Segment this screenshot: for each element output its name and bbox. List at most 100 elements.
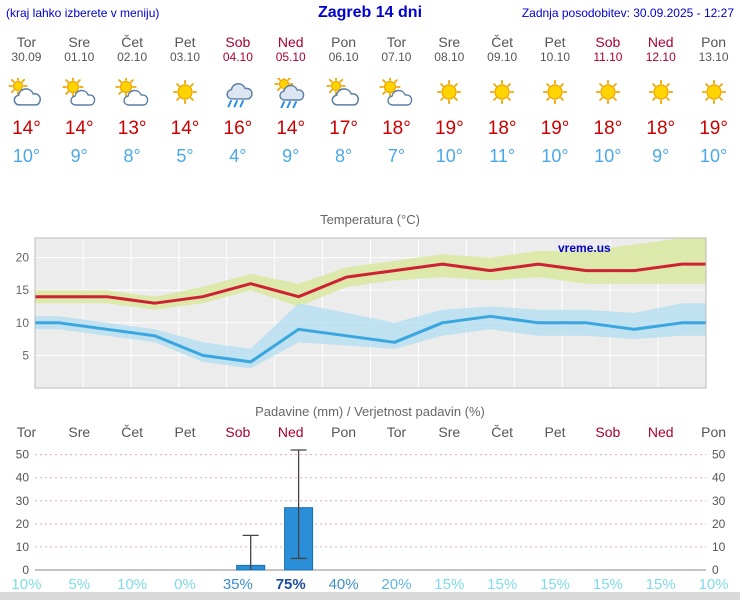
day-date-label: 30.09 — [11, 50, 42, 64]
precip-chart-title: Padavine (mm) / Verjetnost padavin (%) — [255, 404, 485, 419]
cloud-icon — [325, 78, 359, 106]
day-name-label: Ned — [647, 34, 674, 50]
precip-prob-label: 15% — [487, 576, 518, 593]
forecast-day: Sre 08.10 19° 10° — [423, 28, 476, 178]
day-name-label: Ned — [277, 34, 304, 50]
forecast-day: Pet 10.10 19° 10° — [529, 28, 582, 178]
day-date-label: 07.10 — [381, 50, 412, 64]
sun-icon — [490, 79, 515, 105]
footer-bar — [0, 592, 740, 600]
svg-text:20: 20 — [712, 517, 726, 531]
tmin-label: 11° — [489, 146, 516, 166]
day-name-label: Čet — [121, 34, 144, 50]
day-name-label: Tor — [386, 34, 407, 50]
forecast-day: Ned 05.10 14° 9° — [264, 28, 317, 178]
precip-prob-label: 10% — [117, 576, 148, 593]
forecast-day: Sre 01.10 14° 9° — [53, 28, 106, 178]
svg-text:10: 10 — [16, 316, 30, 330]
day-name-label: Čet — [491, 34, 514, 50]
precip-day-label: Sre — [438, 424, 461, 440]
forecast-day: Tor 30.09 14° 10° — [0, 28, 53, 178]
day-date-label: 05.10 — [275, 50, 306, 64]
tmax-label: 14° — [12, 118, 41, 139]
precip-day-labels: Tor Sre Čet Pet Sob Ned Pon Tor Sre Čet Pet Sob Ned P… — [0, 424, 740, 440]
tmin-label: 10° — [12, 146, 41, 166]
svg-text:15: 15 — [16, 283, 30, 297]
precip-day-label: Tor — [16, 424, 37, 440]
svg-text:0: 0 — [712, 563, 719, 577]
day-name-label: Pet — [174, 34, 196, 50]
forecast-day: Pon 13.10 19° 10° — [687, 28, 740, 178]
precip-day-label: Čet — [121, 424, 144, 440]
svg-text:50: 50 — [712, 448, 726, 462]
temperature-chart: 5 10 15 20 vreme.us — [16, 237, 707, 389]
precip-prob-label: 20% — [381, 576, 412, 593]
weather-icon-slot — [264, 78, 317, 108]
temp-line — [35, 262, 706, 305]
precip-day-label: Pet — [174, 424, 196, 440]
menu-hint[interactable]: (kraj lahko izberete v meniju) — [6, 6, 160, 20]
precip-day-label: Pet — [544, 424, 566, 440]
svg-text:20: 20 — [16, 517, 30, 531]
sun-icon — [648, 79, 673, 105]
forecast-day: Čet 09.10 18° 11° — [476, 28, 529, 178]
precip-prob-label: 35% — [222, 576, 253, 593]
temp-band — [35, 303, 706, 369]
sun-icon — [437, 79, 462, 105]
tmax-label: 19° — [434, 118, 464, 139]
svg-text:10: 10 — [712, 540, 726, 554]
tmin-label: 7° — [387, 146, 406, 166]
day-date-label: 02.10 — [117, 50, 148, 64]
tmin-label: 9° — [282, 146, 300, 166]
svg-text:40: 40 — [712, 471, 726, 485]
precip-day-label: Sob — [225, 424, 251, 440]
tmax-label: 14° — [170, 118, 200, 139]
day-date-label: 06.10 — [328, 50, 359, 64]
day-name-label: Sob — [595, 34, 621, 50]
day-date-label: 01.10 — [64, 50, 95, 64]
sun-icon — [701, 79, 726, 105]
tmin-label: 4° — [229, 146, 247, 166]
tmin-label: 10° — [699, 146, 728, 166]
tmin-label: 8° — [123, 146, 141, 166]
rain-icon — [226, 82, 253, 108]
sun-icon — [595, 79, 620, 105]
precip-day-label: Ned — [277, 424, 304, 440]
weather-icon-slot — [159, 78, 212, 108]
forecast-day: Sob 11.10 18° 10° — [581, 28, 634, 178]
svg-text:40: 40 — [16, 471, 30, 485]
tmax-label: 18° — [382, 118, 411, 139]
sun-cloud-icon — [379, 78, 413, 106]
forecast-strip: Tor 30.09 14° 10° Sre 01.10 14° 9° Čet 02.10 13° 8°… — [0, 28, 740, 178]
temp-line — [35, 314, 706, 364]
precip-day-label: Sob — [595, 424, 621, 440]
tmin-label: 10° — [541, 146, 569, 166]
precip-prob-label: 15% — [540, 576, 571, 593]
weather-icon-slot — [317, 78, 370, 108]
svg-text:10: 10 — [16, 540, 30, 554]
svg-text:20: 20 — [16, 251, 30, 265]
precip-prob-label: 15% — [592, 576, 623, 593]
precip-day-label: Ned — [647, 424, 674, 440]
weather-icon-slot — [529, 78, 582, 108]
tmin-label: 5° — [176, 146, 194, 166]
sun-icon — [542, 79, 568, 105]
precip-probability-row: 10% 5% 10% 0% 35% 75% 40% 20% 15% 15% 15% 15% 15% 10% — [0, 576, 740, 593]
forecast-day: Čet 02.10 13° 8° — [106, 28, 159, 178]
day-name-label: Sre — [438, 34, 461, 50]
weather-icon-slot — [211, 78, 264, 108]
svg-text:0: 0 — [22, 563, 29, 577]
tmax-label: 14° — [64, 118, 94, 139]
sun-cloud-icon — [115, 78, 149, 106]
forecast-day: Pon 06.10 17° 8° — [317, 28, 370, 178]
tmax-label: 19° — [540, 118, 570, 139]
tmax-label: 18° — [593, 118, 623, 139]
day-name-label: Pon — [701, 34, 727, 50]
precip-prob-label: 10% — [698, 576, 729, 593]
sun-icon — [172, 79, 198, 105]
tmin-label: 10° — [594, 146, 622, 166]
svg-text:50: 50 — [16, 448, 30, 462]
day-date-label: 10.10 — [540, 50, 571, 64]
forecast-day: Sob 04.10 16° 4° — [211, 28, 264, 178]
